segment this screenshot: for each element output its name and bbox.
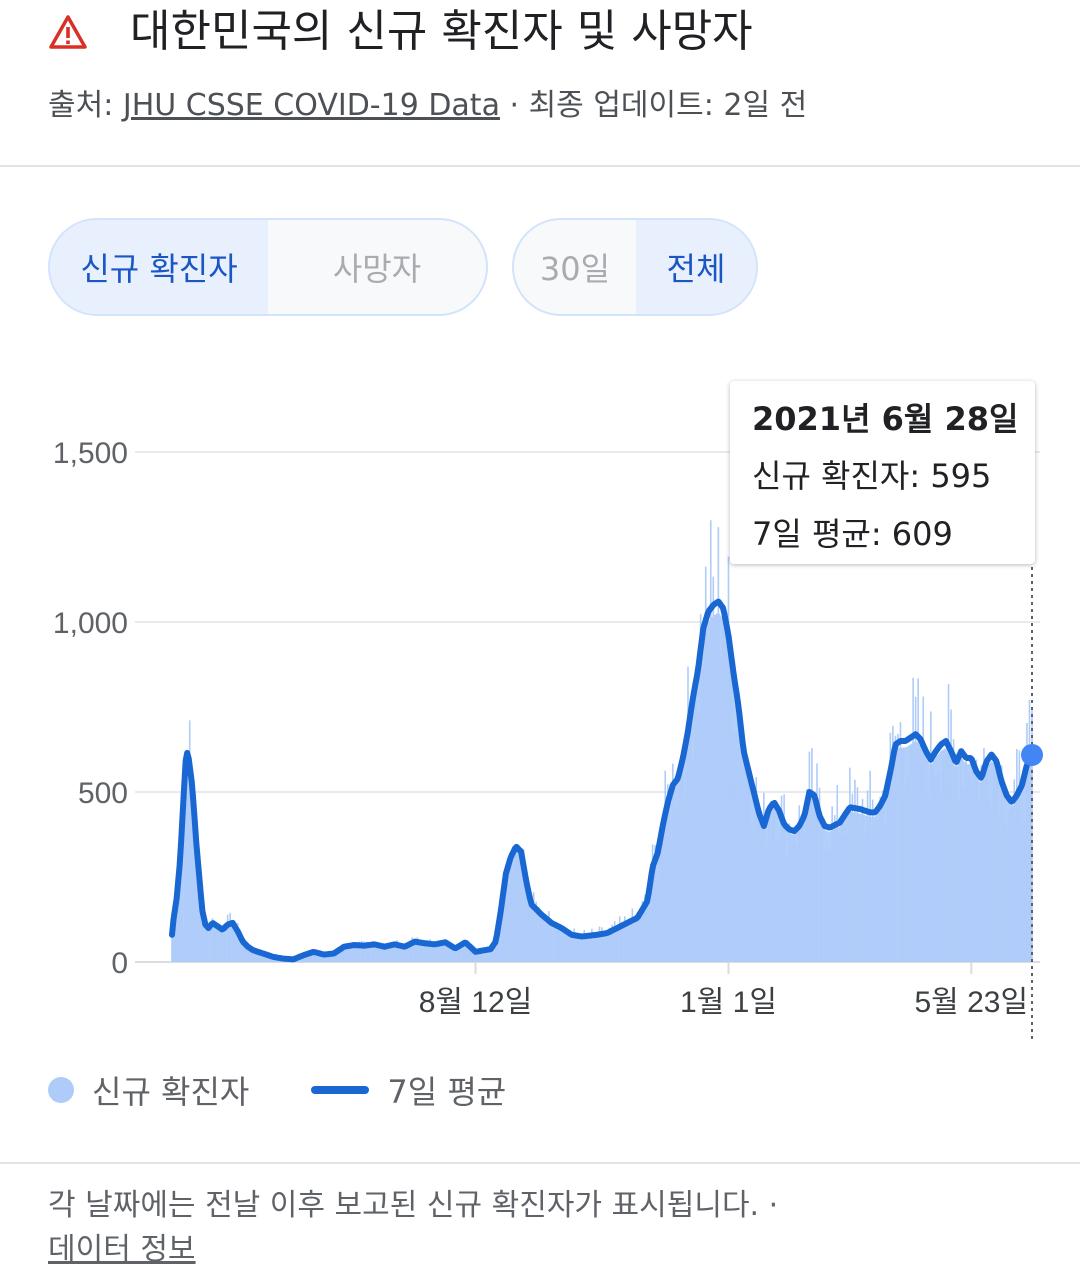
source-line: 출처: JHU CSSE COVID-19 Data · 최종 업데이트: 2일… (48, 84, 807, 128)
x-tick-label: 1월 1일 (680, 986, 777, 1019)
tooltip-cases: 신규 확진자: 595 (752, 457, 992, 495)
x-tick-label: 8월 12일 (419, 986, 533, 1019)
divider-top (0, 165, 1080, 167)
tooltip-date: 2021년 6월 28일 (752, 400, 1019, 438)
source-suffix: · 최종 업데이트: 2일 전 (499, 88, 808, 123)
hover-point (1021, 743, 1043, 766)
legend-bars-label: 신규 확진자 (92, 1073, 250, 1111)
toggle-30-days[interactable]: 30일 (539, 250, 611, 288)
page-title: 대한민국의 신규 확진자 및 사망자 (130, 6, 753, 57)
toggle-all-time[interactable]: 전체 (636, 220, 756, 314)
data-info-link[interactable]: 데이터 정보 (48, 1232, 196, 1267)
legend-line-label: 7일 평균 (387, 1073, 507, 1111)
range-toggle: 30일 전체 (512, 218, 758, 316)
y-tick-label: 500 (78, 777, 128, 810)
toggle-deaths[interactable]: 사망자 (332, 250, 422, 288)
footnote-text: 각 날짜에는 전날 이후 보고된 신규 확진자가 표시됩니다. · (48, 1188, 779, 1223)
y-tick-label: 1,000 (53, 607, 128, 640)
chart-tooltip: 2021년 6월 28일 신규 확진자: 595 7일 평균: 609 (730, 381, 1035, 564)
toggle-new-cases[interactable]: 신규 확진자 (50, 220, 268, 314)
warning-icon (49, 15, 87, 49)
metric-toggle: 신규 확진자 사망자 (48, 218, 488, 316)
source-link[interactable]: JHU CSSE COVID-19 Data (122, 88, 500, 123)
seven-day-average-line (169, 598, 1034, 963)
legend-bars-swatch (48, 1077, 74, 1103)
tooltip-average: 7일 평균: 609 (752, 515, 953, 553)
y-tick-label: 1,500 (53, 437, 128, 470)
legend-line-swatch (311, 1086, 370, 1094)
x-tick-label: 5월 23일 (914, 986, 1028, 1019)
source-prefix: 출처: (48, 88, 114, 123)
divider-bottom (0, 1162, 1080, 1164)
chart-legend: 신규 확진자 7일 평균 (48, 1068, 506, 1112)
header: 대한민국의 신규 확진자 및 사망자 출처: JHU CSSE COVID-19… (0, 0, 1080, 166)
y-tick-label: 0 (111, 947, 128, 980)
